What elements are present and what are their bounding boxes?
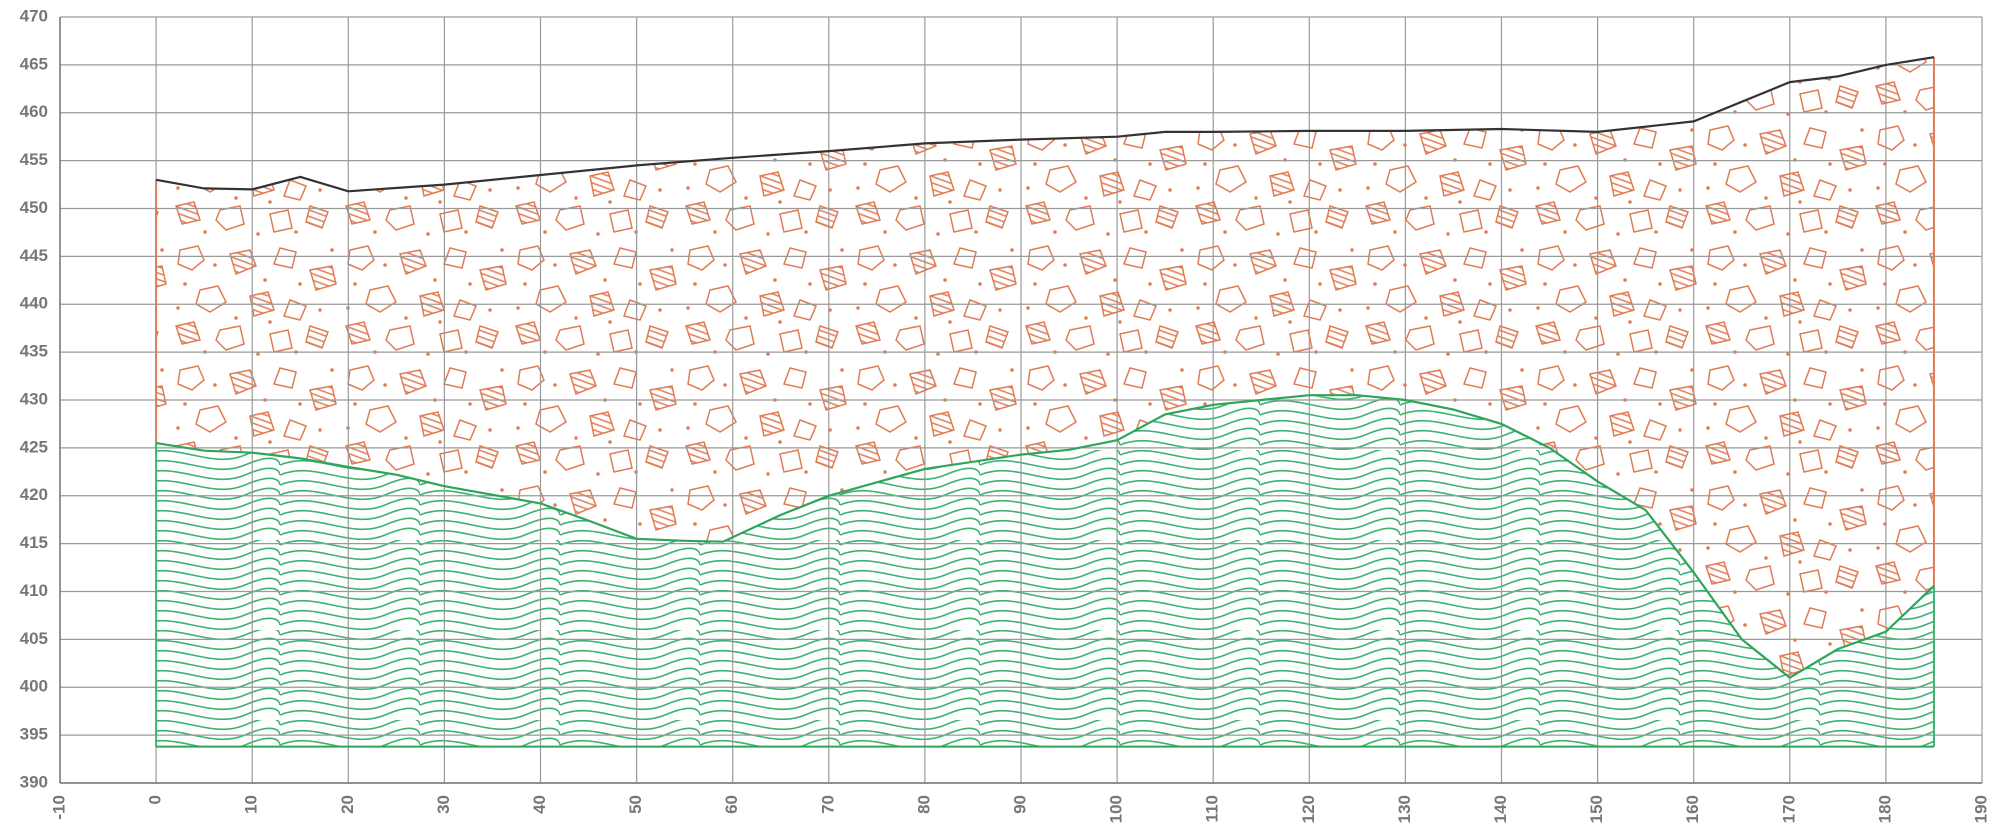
- x-tick-label: 50: [626, 795, 645, 814]
- y-tick-label: 435: [20, 342, 48, 361]
- x-tick-label: 30: [434, 795, 453, 814]
- x-tick-label: 120: [1299, 795, 1318, 823]
- y-tick-label: 425: [20, 437, 48, 456]
- x-tick-label: 40: [530, 795, 549, 814]
- y-tick-label: 420: [20, 485, 48, 504]
- x-tick-label: 170: [1779, 795, 1798, 823]
- x-tick-label: 140: [1491, 795, 1510, 823]
- y-tick-label: 455: [20, 150, 48, 169]
- x-tick-label: 20: [338, 795, 357, 814]
- x-tick-label: 160: [1683, 795, 1702, 823]
- y-tick-label: 450: [20, 198, 48, 217]
- chart: 3903954004054104154204254304354404454504…: [0, 0, 2001, 830]
- x-tick-label: 80: [914, 795, 933, 814]
- x-tick-label: 60: [722, 795, 741, 814]
- x-tick-label: 90: [1010, 795, 1029, 814]
- y-tick-label: 410: [20, 581, 48, 600]
- y-tick-label: 430: [20, 389, 48, 408]
- y-tick-label: 465: [20, 54, 48, 73]
- y-tick-label: 415: [20, 533, 48, 552]
- y-tick-label: 400: [20, 677, 48, 696]
- x-tick-label: 10: [242, 795, 261, 814]
- y-tick-label: 460: [20, 102, 48, 121]
- x-tick-label: 100: [1107, 795, 1126, 823]
- y-tick-label: 390: [20, 772, 48, 791]
- x-tick-label: 70: [818, 795, 837, 814]
- x-tick-label: 150: [1587, 795, 1606, 823]
- y-tick-label: 445: [20, 246, 48, 265]
- y-tick-label: 395: [20, 725, 48, 744]
- x-tick-label: -10: [49, 795, 68, 820]
- y-tick-label: 405: [20, 629, 48, 648]
- x-tick-label: 190: [1971, 795, 1990, 823]
- x-tick-label: 110: [1203, 795, 1222, 822]
- y-tick-label: 440: [20, 294, 48, 313]
- x-tick-label: 180: [1875, 795, 1894, 823]
- x-tick-label: 130: [1395, 795, 1414, 823]
- y-tick-label: 470: [20, 6, 48, 25]
- x-tick-label: 0: [146, 795, 165, 804]
